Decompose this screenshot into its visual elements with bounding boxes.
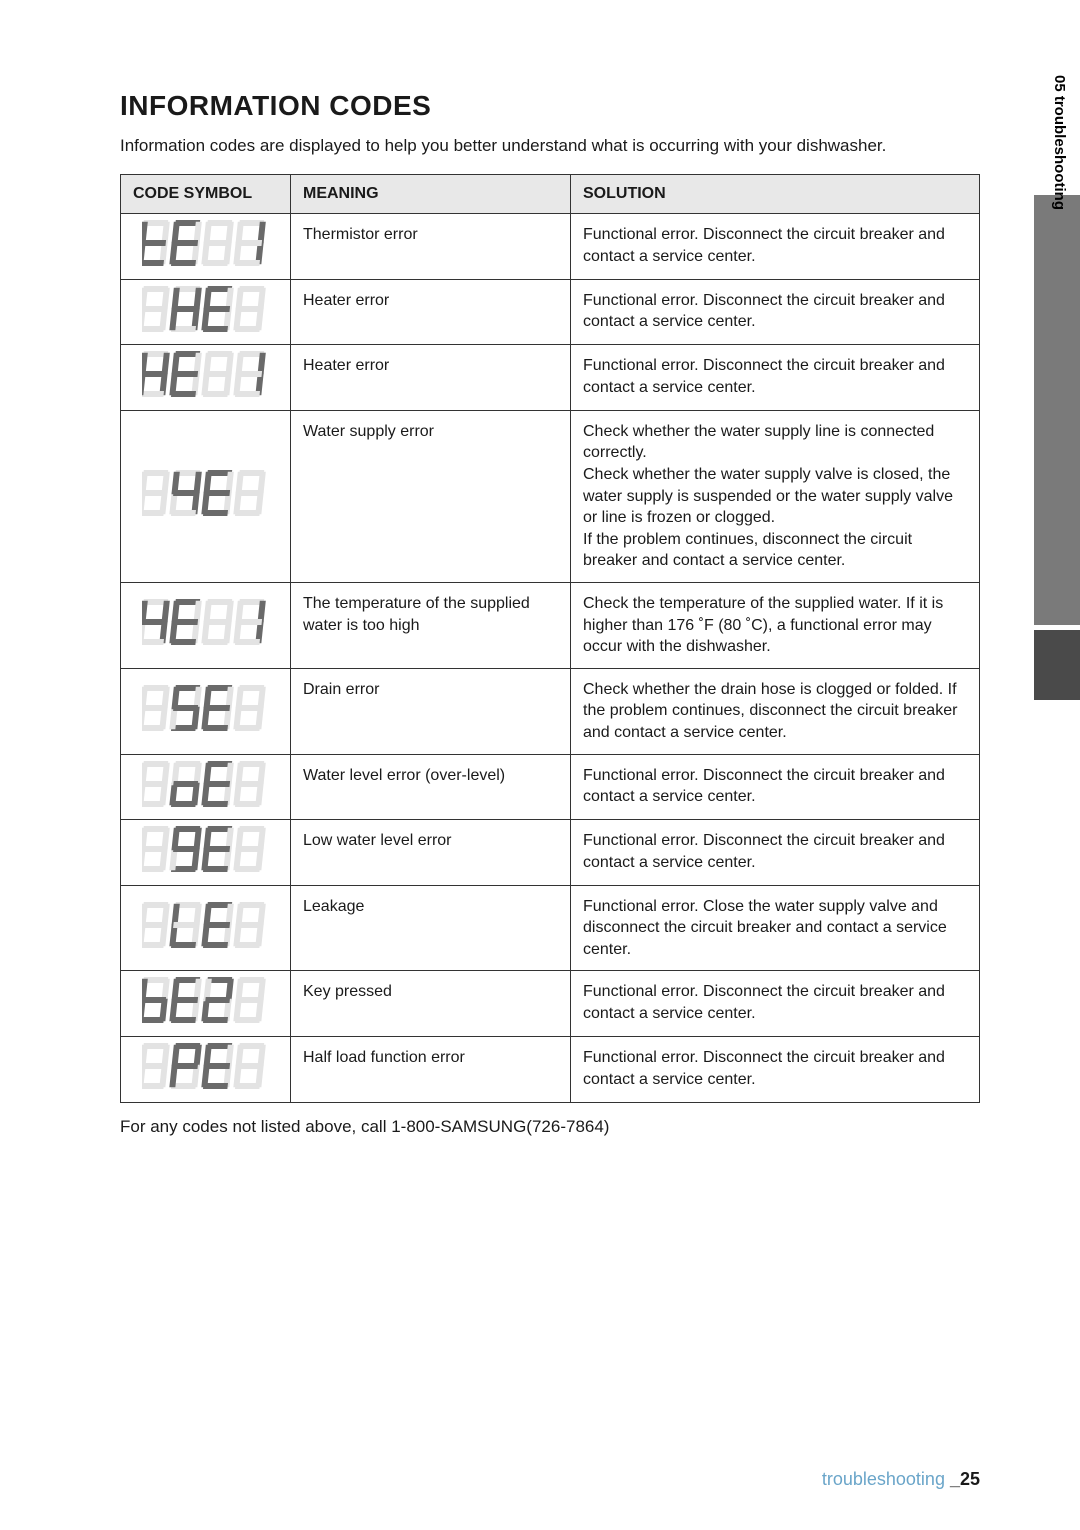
meaning-cell: Half load function error xyxy=(291,1037,571,1103)
table-row: Low water level errorFunctional error. D… xyxy=(121,820,980,886)
meaning-cell: Drain error xyxy=(291,668,571,754)
solution-cell: Check whether the drain hose is clogged … xyxy=(571,668,980,754)
code-symbol-cell xyxy=(121,820,291,886)
seven-segment-icon xyxy=(142,685,270,731)
code-symbol-cell xyxy=(121,971,291,1037)
meaning-cell: Thermistor error xyxy=(291,214,571,280)
seven-segment-icon xyxy=(142,761,270,807)
seven-segment-icon xyxy=(142,286,270,332)
meaning-cell: Leakage xyxy=(291,885,571,971)
table-row: Drain errorCheck whether the drain hose … xyxy=(121,668,980,754)
solution-cell: Functional error. Disconnect the circuit… xyxy=(571,214,980,280)
code-symbol-cell xyxy=(121,754,291,820)
code-symbol-cell xyxy=(121,410,291,582)
footer-section: troubleshooting xyxy=(822,1469,950,1489)
solution-cell: Functional error. Disconnect the circuit… xyxy=(571,971,980,1037)
table-row: Thermistor errorFunctional error. Discon… xyxy=(121,214,980,280)
meaning-cell: Heater error xyxy=(291,279,571,345)
intro-text: Information codes are displayed to help … xyxy=(120,136,980,156)
codes-table: CODE SYMBOL MEANING SOLUTION Thermistor … xyxy=(120,174,980,1103)
meaning-cell: Water supply error xyxy=(291,410,571,582)
table-row: Key pressedFunctional error. Disconnect … xyxy=(121,971,980,1037)
seven-segment-icon xyxy=(142,1043,270,1089)
seven-segment-icon xyxy=(142,826,270,872)
code-symbol-cell xyxy=(121,214,291,280)
meaning-cell: The temperature of the supplied water is… xyxy=(291,582,571,668)
table-row: Heater errorFunctional error. Disconnect… xyxy=(121,345,980,411)
footer-note: For any codes not listed above, call 1-8… xyxy=(120,1117,980,1137)
solution-cell: Functional error. Close the water supply… xyxy=(571,885,980,971)
meaning-cell: Low water level error xyxy=(291,820,571,886)
seven-segment-icon xyxy=(142,599,270,645)
solution-cell: Check whether the water supply line is c… xyxy=(571,410,980,582)
code-symbol-cell xyxy=(121,1037,291,1103)
footer-page: _25 xyxy=(950,1469,980,1489)
seven-segment-icon xyxy=(142,902,270,948)
table-row: Water supply errorCheck whether the wate… xyxy=(121,410,980,582)
solution-cell: Functional error. Disconnect the circuit… xyxy=(571,345,980,411)
seven-segment-icon xyxy=(142,470,270,516)
page-title: INFORMATION CODES xyxy=(120,90,980,122)
meaning-cell: Water level error (over-level) xyxy=(291,754,571,820)
code-symbol-cell xyxy=(121,279,291,345)
solution-cell: Check the temperature of the supplied wa… xyxy=(571,582,980,668)
seven-segment-icon xyxy=(142,977,270,1023)
table-row: Water level error (over-level)Functional… xyxy=(121,754,980,820)
th-solution: SOLUTION xyxy=(571,175,980,214)
th-code-symbol: CODE SYMBOL xyxy=(121,175,291,214)
side-tab-bg xyxy=(1034,195,1080,625)
solution-cell: Functional error. Disconnect the circuit… xyxy=(571,820,980,886)
solution-cell: Functional error. Disconnect the circuit… xyxy=(571,1037,980,1103)
code-symbol-cell xyxy=(121,345,291,411)
table-row: Half load function errorFunctional error… xyxy=(121,1037,980,1103)
table-row: The temperature of the supplied water is… xyxy=(121,582,980,668)
code-symbol-cell xyxy=(121,885,291,971)
code-symbol-cell xyxy=(121,668,291,754)
code-symbol-cell xyxy=(121,582,291,668)
th-meaning: MEANING xyxy=(291,175,571,214)
side-block xyxy=(1034,630,1080,700)
solution-cell: Functional error. Disconnect the circuit… xyxy=(571,279,980,345)
table-row: LeakageFunctional error. Close the water… xyxy=(121,885,980,971)
table-row: Heater errorFunctional error. Disconnect… xyxy=(121,279,980,345)
side-tab-text: 05 troubleshooting xyxy=(1051,75,1068,210)
solution-cell: Functional error. Disconnect the circuit… xyxy=(571,754,980,820)
meaning-cell: Heater error xyxy=(291,345,571,411)
page-footer: troubleshooting _25 xyxy=(822,1469,980,1490)
seven-segment-icon xyxy=(142,220,270,266)
seven-segment-icon xyxy=(142,351,270,397)
meaning-cell: Key pressed xyxy=(291,971,571,1037)
